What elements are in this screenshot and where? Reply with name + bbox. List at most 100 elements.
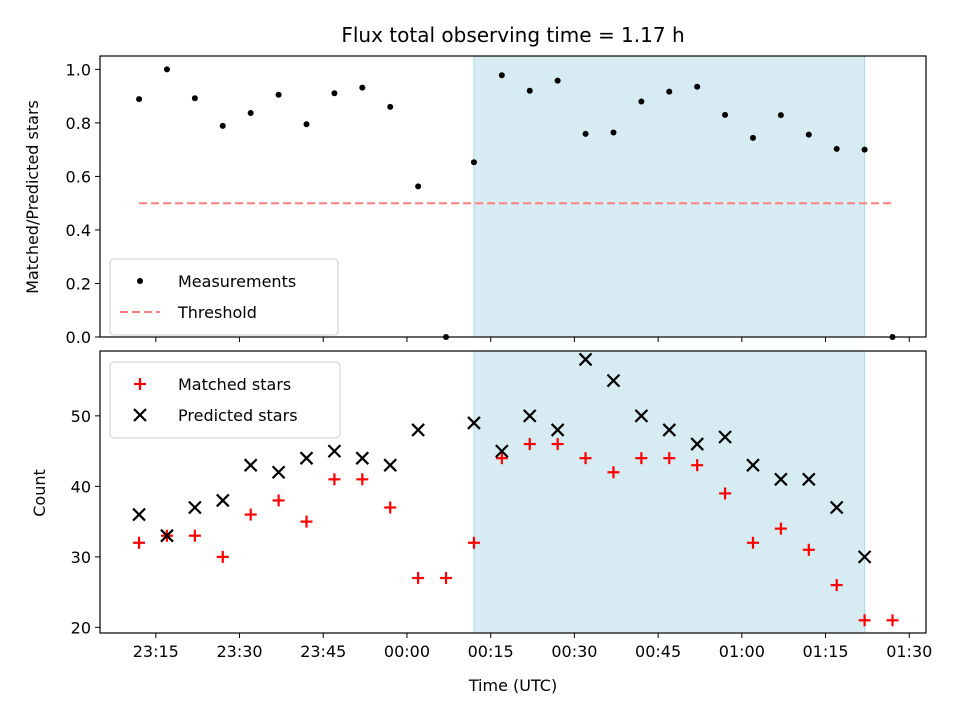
data-point (858, 614, 871, 627)
x-tick-label: 00:45 (635, 642, 681, 661)
data-point (749, 134, 756, 141)
y-tick-label: 50 (71, 407, 91, 426)
data-point (303, 121, 310, 128)
axes-frame (99, 350, 927, 634)
data-point (247, 110, 254, 117)
data-point (440, 572, 453, 585)
data-point (634, 409, 649, 423)
data-point (857, 550, 872, 564)
legend-swatch (137, 278, 143, 284)
data-point (551, 438, 564, 451)
x-tick-label: 23:30 (216, 642, 262, 661)
x-tick-label: 01:30 (886, 642, 932, 661)
data-point (299, 451, 314, 465)
data-point (746, 458, 760, 472)
data-point (188, 529, 201, 542)
data-point (275, 91, 282, 98)
legend-label: Predicted stars (178, 406, 298, 425)
data-point (163, 66, 170, 73)
legend-item: Predicted stars (133, 406, 298, 425)
data-point (495, 444, 509, 458)
data-point (635, 452, 648, 465)
data-point (802, 543, 815, 556)
data-point (690, 437, 704, 451)
x-tick-label: 23:45 (300, 642, 346, 661)
y-tick-label: 0.6 (66, 167, 91, 186)
legend-label: Measurements (178, 272, 296, 291)
data-point (662, 423, 677, 437)
data-point (722, 111, 729, 118)
data-point (327, 444, 342, 458)
bottom-y-axis-label: Count (30, 469, 49, 517)
data-point (694, 83, 701, 90)
y-tick-label: 40 (71, 477, 91, 496)
data-point (550, 423, 565, 437)
data-point (467, 536, 480, 549)
data-point (718, 430, 732, 444)
legend-item: Measurements (137, 272, 296, 291)
data-point (244, 508, 257, 521)
data-point (132, 507, 146, 522)
data-point (219, 122, 226, 129)
shaded-span (473, 350, 866, 634)
top-panel: 0.0 0.2 0.4 0.6 0.8 1.0 Measurements Threshold (66, 55, 927, 347)
data-point (495, 452, 508, 465)
data-point (777, 112, 784, 119)
y-tick-label: 0.2 (66, 274, 91, 293)
data-point (606, 373, 621, 388)
data-point (384, 501, 397, 514)
data-point (663, 452, 676, 465)
bottom-panel: 20 30 40 50 23:15 23:30 23:45 00:00 00:15 00:30 00… (71, 350, 932, 661)
data-point (133, 536, 146, 549)
data-point (216, 550, 229, 563)
data-point (412, 572, 425, 585)
data-point (415, 183, 422, 190)
shaded-span (473, 55, 866, 338)
y-tick-label: 1.0 (66, 60, 91, 79)
data-point (774, 522, 787, 535)
data-point (300, 515, 313, 528)
y-tick-label: 0.8 (66, 114, 91, 133)
x-tick-label: 01:00 (719, 642, 765, 661)
data-point (191, 95, 198, 102)
legend-item: Matched stars (134, 375, 291, 394)
data-point (271, 465, 286, 480)
data-point (523, 438, 536, 451)
legend-swatch (134, 378, 146, 390)
data-point (774, 472, 788, 487)
legend-box (109, 258, 339, 336)
data-point (387, 103, 394, 110)
data-point (610, 129, 617, 136)
y-tick-label: 20 (71, 618, 91, 637)
top-y-axis-label: Matched/Predicted stars (23, 100, 42, 294)
data-point (830, 579, 843, 592)
data-point (356, 473, 369, 486)
x-tick-label: 01:15 (802, 642, 848, 661)
data-point (359, 84, 366, 91)
data-point (802, 472, 816, 487)
x-axis-label: Time (UTC) (468, 676, 557, 695)
legend-item: Threshold (120, 303, 257, 322)
data-point (582, 130, 589, 137)
data-point (746, 536, 759, 549)
data-point (467, 416, 481, 430)
y-tick-label: 0.0 (66, 328, 91, 347)
data-point (829, 500, 844, 515)
x-tick-label: 23:15 (133, 642, 179, 661)
data-point (666, 88, 673, 95)
data-point (411, 423, 425, 437)
data-point (522, 409, 537, 423)
data-point (719, 487, 732, 500)
y-tick-label: 0.4 (66, 221, 91, 240)
legend-label: Threshold (177, 303, 257, 322)
y-tick-label: 30 (71, 548, 91, 567)
x-tick-label: 00:30 (551, 642, 597, 661)
axes-frame (99, 55, 927, 338)
data-point (526, 87, 533, 94)
data-point (554, 77, 561, 84)
data-point (160, 528, 174, 543)
data-point (861, 146, 868, 153)
data-point (833, 145, 840, 152)
data-point (383, 458, 397, 472)
